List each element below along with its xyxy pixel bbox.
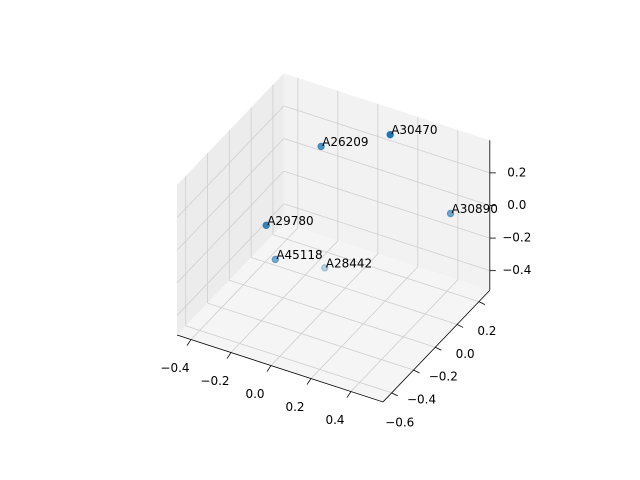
x-tick [306, 378, 312, 385]
grid-line [272, 234, 480, 303]
point-label: A45118 [276, 248, 322, 262]
point-label: A30890 [452, 202, 498, 216]
z-tick-label: 0.0 [507, 198, 526, 212]
pane-left [177, 73, 284, 335]
grid-line [283, 170, 490, 239]
grid-line [283, 138, 490, 206]
x-tick-label: −0.2 [200, 374, 229, 388]
grid-line [176, 105, 285, 218]
point-label: A28442 [326, 256, 372, 270]
y-tick-label: 0.0 [456, 347, 475, 361]
y-tick-label: −0.4 [407, 393, 436, 407]
y-tick-label: 0.2 [477, 324, 496, 338]
point [262, 221, 270, 230]
grid-line [190, 227, 299, 340]
x-axis [176, 334, 384, 403]
grid-line [176, 170, 285, 284]
z-tick-label: −0.4 [502, 263, 531, 277]
grid-line [230, 240, 339, 353]
grid-line [310, 266, 419, 379]
grid-line [207, 302, 414, 371]
grid-line [283, 105, 490, 174]
x-tick-label: 0.2 [285, 400, 304, 414]
x-tick [226, 352, 232, 359]
grid-line [185, 325, 392, 394]
pane-back [283, 73, 490, 291]
grid-line [350, 279, 459, 392]
x-tick [186, 339, 192, 346]
z-tick-label: −0.2 [502, 231, 531, 245]
y-tick [391, 392, 398, 397]
y-tick [435, 346, 442, 351]
y-tick [413, 369, 420, 374]
x-tick-label: 0.0 [245, 387, 264, 401]
x-tick-label: −0.4 [160, 361, 189, 375]
point [321, 264, 329, 272]
x-tick [266, 365, 272, 372]
z-tick-label: 0.2 [507, 165, 526, 179]
point [271, 255, 280, 264]
grid-line [229, 279, 436, 348]
pane-floor [177, 223, 490, 402]
point [317, 142, 325, 151]
grid-line [270, 253, 379, 366]
x-tick [346, 391, 352, 398]
point [386, 130, 394, 139]
y-tick-label: −0.2 [429, 370, 458, 384]
point-label: A26209 [322, 135, 368, 149]
x-tick-label: 0.4 [325, 413, 344, 427]
y-tick-label: −0.6 [385, 415, 414, 429]
y-tick [478, 301, 486, 305]
y-axis [382, 289, 491, 403]
point-label: A29780 [267, 214, 313, 228]
grid-line [283, 203, 490, 272]
point-label: A30470 [391, 123, 437, 137]
point [446, 209, 455, 218]
grid-line [250, 257, 458, 325]
y-tick [456, 324, 464, 328]
grid-line [176, 138, 285, 251]
